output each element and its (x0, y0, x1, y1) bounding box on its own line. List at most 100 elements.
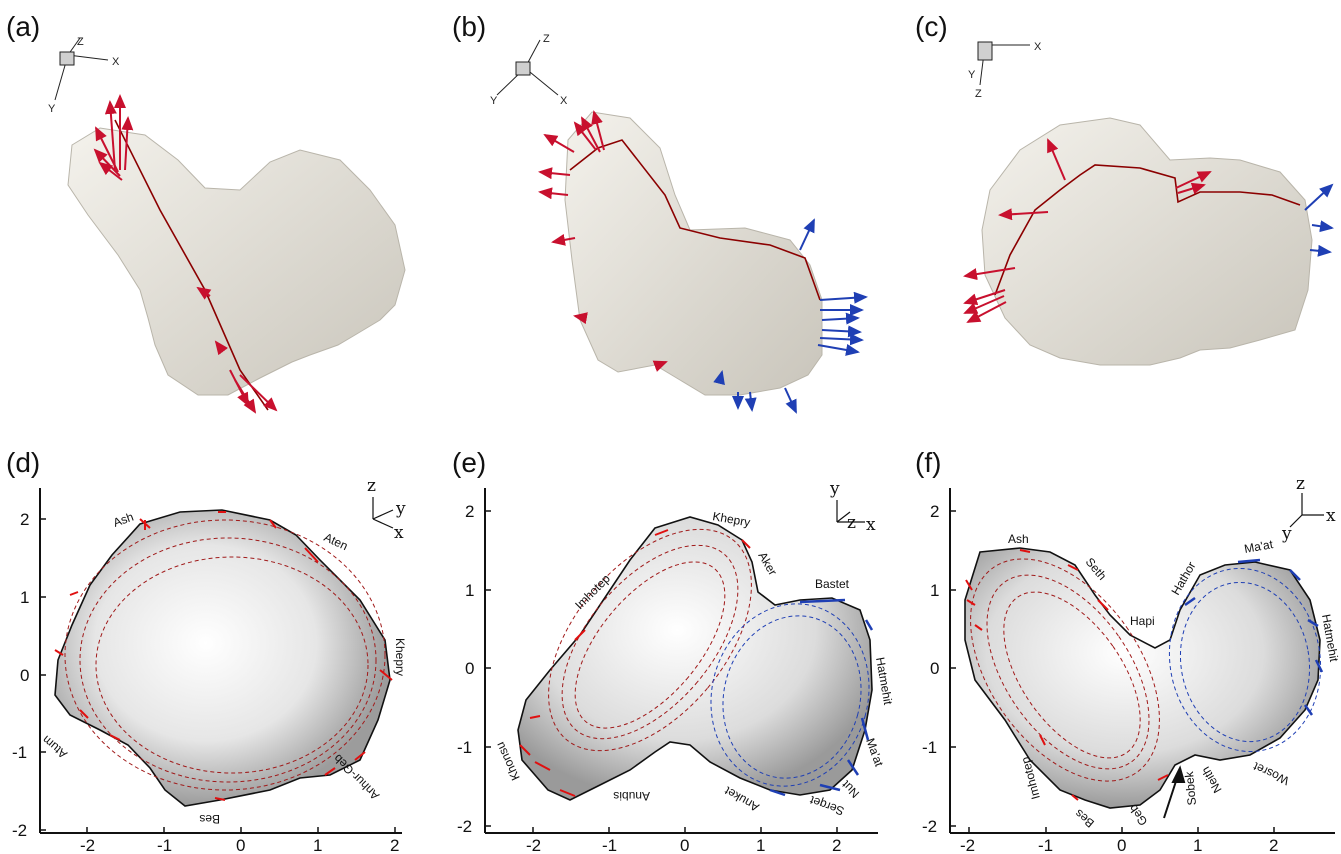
region-marks-f-red (965, 549, 1169, 801)
y-tick: 0 (465, 659, 474, 678)
region-label: Hapi (1130, 614, 1155, 628)
region-label: Anuket (722, 783, 762, 814)
axis-y-label: Y (968, 69, 976, 81)
panel-label-c: (c) (915, 11, 948, 42)
y-tick: 0 (930, 659, 939, 678)
region-label: Sobek (1182, 770, 1199, 806)
x-tick: -1 (1038, 836, 1053, 854)
triad-label: z (847, 513, 856, 533)
contours-f-red (970, 558, 1160, 782)
y-tick: 2 (20, 510, 29, 529)
axis-y-label: Y (48, 103, 56, 115)
region-marks-e-red (519, 529, 751, 797)
region-label: Khepry (393, 638, 407, 676)
triad-label: z (1296, 474, 1305, 494)
region-label: Hatmehit (873, 656, 895, 706)
x-tick: -2 (526, 836, 541, 854)
x-tick: 0 (1117, 836, 1126, 854)
triad-label: y (395, 499, 406, 519)
ticks-f (950, 510, 1275, 833)
region-label: Aten (322, 530, 350, 553)
x-tick: 2 (832, 836, 841, 854)
triad-label: y (1281, 524, 1292, 544)
x-tick: 2 (390, 836, 399, 854)
region-marks-d (54, 511, 393, 801)
panel-c-axes (977, 41, 1030, 86)
region-label: Bes (199, 812, 220, 826)
region-label: Ma'at (863, 736, 886, 769)
region-label: Khepry (711, 509, 751, 529)
normal-arrows-a (93, 94, 278, 414)
panel-label-d: (d) (6, 447, 40, 478)
y-tick: 1 (465, 581, 474, 600)
panel-b-axes (496, 39, 559, 96)
y-tick: 0 (20, 666, 29, 685)
region-label: Seth (1083, 555, 1110, 583)
y-tick: -1 (12, 743, 27, 762)
region-label: Ma'at (1243, 537, 1275, 556)
plot-axes-f (949, 488, 1335, 834)
sobek-pointer-arrow (1163, 765, 1186, 819)
y-tick: -1 (457, 738, 472, 757)
x-tick: 0 (236, 836, 245, 854)
y-tick: 2 (930, 502, 939, 521)
triad-label: x (1326, 506, 1336, 526)
normal-arrows-c-red (963, 138, 1212, 323)
ticks-e (485, 510, 838, 833)
axis-z-label: Z (77, 36, 84, 48)
region-label: Anubis (613, 789, 650, 803)
region-label: Wosret (1251, 759, 1292, 788)
triad-label: z (367, 476, 376, 496)
axis-z-label: Z (543, 33, 550, 45)
region-label: Aker (755, 550, 779, 578)
normal-arrows-c-blue (1304, 183, 1334, 257)
region-marks-f-blue (1184, 558, 1324, 716)
x-tick: 2 (1269, 836, 1278, 854)
x-tick: -2 (960, 836, 975, 854)
profile-line-c (994, 164, 1301, 296)
cross-section-d (54, 509, 391, 807)
contours-e-red (548, 528, 752, 752)
triad-d (372, 497, 394, 529)
x-tick: 1 (1193, 836, 1202, 854)
panel-label-b: (b) (452, 11, 486, 42)
triad-e (836, 500, 865, 523)
triad-label: x (866, 515, 876, 535)
x-tick: -1 (157, 836, 172, 854)
region-label: Bes (1072, 806, 1097, 830)
region-label: Neith (1198, 764, 1224, 795)
region-label: Ash (1008, 532, 1029, 546)
panel-label-f: (f) (915, 447, 941, 478)
contours-f-blue (1168, 567, 1322, 753)
x-tick: 1 (313, 836, 322, 854)
panel-label-a: (a) (6, 11, 40, 42)
comet-shape-b (564, 111, 823, 396)
y-tick: 1 (20, 588, 29, 607)
region-label: Bastet (815, 577, 850, 591)
region-marks-e-blue (769, 598, 874, 797)
axis-x-label: X (560, 95, 568, 107)
comet-shape-c (981, 117, 1313, 366)
x-tick: 0 (680, 836, 689, 854)
contours-d (64, 519, 386, 791)
plot-axes-e (484, 488, 878, 834)
region-label: Nut (839, 777, 863, 801)
axis-x-label: X (1034, 41, 1042, 53)
x-tick: -1 (602, 836, 617, 854)
x-tick: -2 (80, 836, 95, 854)
comet-shape-a (67, 127, 406, 396)
cross-section-f (964, 547, 1321, 809)
profile-line-b (569, 139, 821, 301)
y-tick: -2 (922, 817, 937, 836)
panel-a-axes (54, 37, 109, 101)
region-label: Ash (111, 510, 135, 530)
triad-label: y (829, 479, 840, 499)
x-tick: 1 (756, 836, 765, 854)
region-label: Atum (39, 733, 69, 762)
plot-axes-d (39, 488, 402, 834)
axis-y-label: Y (490, 95, 498, 107)
triad-label: x (394, 523, 404, 543)
normal-arrows-b-red (538, 110, 668, 372)
y-tick: -2 (12, 821, 27, 840)
